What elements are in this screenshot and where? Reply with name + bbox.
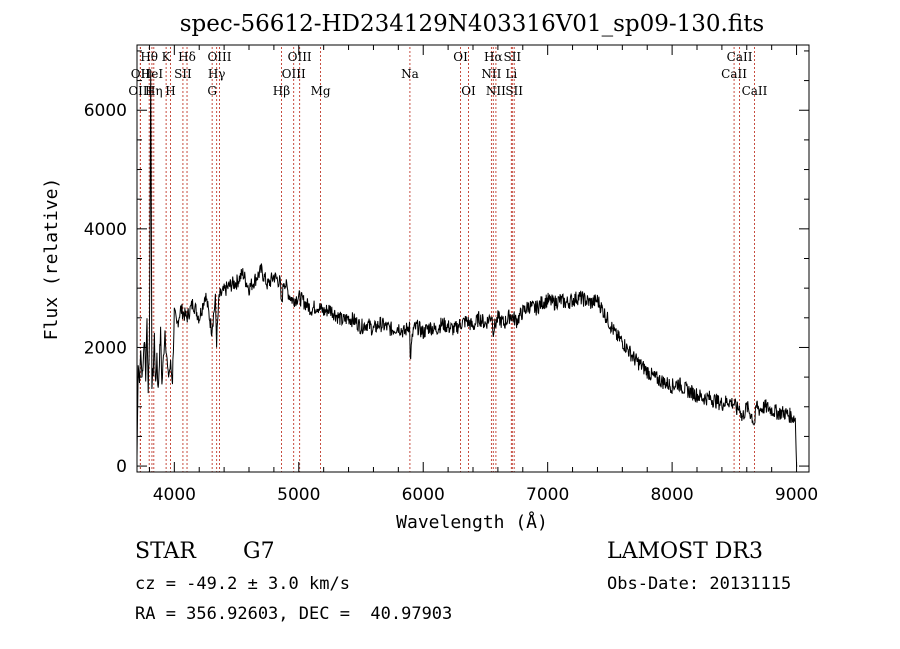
- y-axis: 0 2000 4000 6000: [84, 50, 809, 477]
- spectral-line-label: Hη: [145, 84, 163, 98]
- spectral-line-label: CaII: [727, 50, 753, 64]
- spectral-line-label: Hα: [484, 50, 503, 64]
- spectral-line-label: SII: [505, 84, 523, 98]
- y-tick-label: 0: [116, 457, 127, 477]
- spectral-line-label: Li: [505, 67, 517, 81]
- x-tick-label: 9000: [775, 485, 818, 505]
- spectral-line-label: OI: [461, 84, 476, 98]
- spectral-line-label: Hβ: [273, 84, 290, 98]
- x-tick-label: 5000: [277, 485, 320, 505]
- spectral-line-label: Na: [401, 67, 419, 81]
- x-tick-label: 8000: [650, 485, 693, 505]
- x-tick-label: 4000: [153, 485, 196, 505]
- spectral-line-label: OIII: [288, 50, 312, 64]
- spectral-line-label: K: [162, 50, 172, 64]
- chart-title: spec-56612-HD234129N403316V01_sp09-130.f…: [180, 11, 765, 37]
- spectral-line-label: OIII: [207, 50, 231, 64]
- x-axis-label: Wavelength (Å): [396, 511, 548, 533]
- x-axis: 4000 5000 6000 7000 8000 9000: [148, 45, 818, 505]
- spectral-line-label: NII: [486, 84, 506, 98]
- y-axis-label: Flux (relative): [41, 178, 62, 341]
- spectral-line-label: SII: [174, 67, 192, 81]
- spectral-line-label: Mg: [311, 84, 331, 98]
- object-subclass: G7: [243, 539, 275, 564]
- spectral-line-label: H: [165, 84, 175, 98]
- y-tick-label: 6000: [84, 101, 127, 121]
- spectral-line-label: Hγ: [208, 67, 226, 81]
- object-class: STAR: [135, 539, 197, 564]
- flux-series-line: [136, 69, 798, 467]
- x-tick-label: 7000: [526, 485, 569, 505]
- coordinates-text: RA = 356.92603, DEC = 40.97903: [135, 604, 452, 624]
- spectral-line-label: OI: [453, 50, 468, 64]
- spectral-line-label: G: [207, 84, 217, 98]
- spectral-line-label: OII: [131, 67, 151, 81]
- spectral-line-label: SII: [503, 50, 521, 64]
- spectral-line-label: CaII: [721, 67, 747, 81]
- plot-frame: [136, 44, 810, 473]
- redshift-text: cz = -49.2 ± 3.0 km/s: [135, 574, 350, 594]
- survey-label: LAMOST DR3: [607, 539, 763, 564]
- spectral-line-label: Hθ: [140, 50, 158, 64]
- spectral-line-label: OIII: [128, 84, 152, 98]
- spectral-line-label: OIII: [282, 67, 306, 81]
- spectral-line-label: HeI: [141, 67, 164, 81]
- spectral-line-label: NII: [481, 67, 501, 81]
- line-markers: [139, 47, 755, 472]
- x-tick-label: 6000: [402, 485, 445, 505]
- y-tick-label: 4000: [84, 220, 127, 240]
- spectral-line-label: Hδ: [178, 50, 196, 64]
- obs-date: Obs-Date: 20131115: [607, 574, 791, 594]
- y-tick-label: 2000: [84, 338, 127, 358]
- spectral-line-label: CaII: [742, 84, 768, 98]
